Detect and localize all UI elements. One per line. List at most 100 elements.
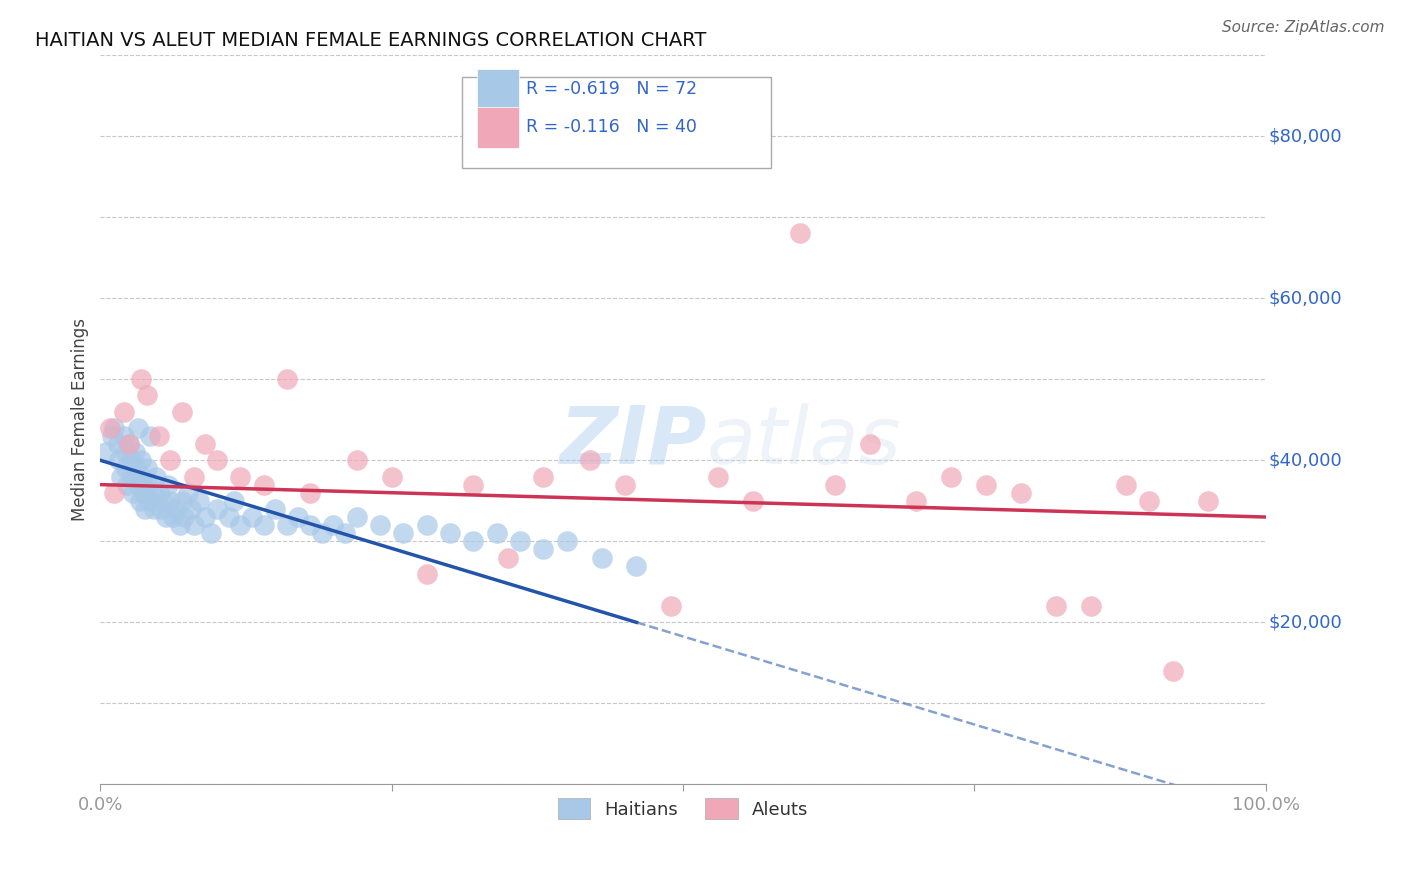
FancyBboxPatch shape bbox=[477, 69, 519, 110]
Point bbox=[1115, 477, 1137, 491]
Point bbox=[128, 477, 150, 491]
Point bbox=[205, 453, 228, 467]
Text: ZIP: ZIP bbox=[560, 402, 706, 481]
Point bbox=[173, 510, 195, 524]
Point bbox=[120, 453, 142, 467]
Point bbox=[205, 502, 228, 516]
Point bbox=[115, 477, 138, 491]
Point bbox=[155, 510, 177, 524]
Point bbox=[183, 469, 205, 483]
Point bbox=[591, 550, 613, 565]
Point bbox=[555, 534, 578, 549]
Point bbox=[183, 518, 205, 533]
Point bbox=[149, 502, 172, 516]
Point bbox=[169, 518, 191, 533]
Point bbox=[136, 461, 159, 475]
Point bbox=[789, 227, 811, 241]
Point bbox=[121, 469, 143, 483]
Point bbox=[143, 502, 166, 516]
Point bbox=[114, 445, 136, 459]
Text: R = -0.116   N = 40: R = -0.116 N = 40 bbox=[526, 119, 696, 136]
Point bbox=[136, 477, 159, 491]
Point bbox=[531, 542, 554, 557]
Point bbox=[252, 477, 274, 491]
Point bbox=[101, 429, 124, 443]
Point bbox=[1161, 664, 1184, 678]
Point bbox=[138, 493, 160, 508]
Point bbox=[115, 461, 138, 475]
Text: Source: ZipAtlas.com: Source: ZipAtlas.com bbox=[1222, 20, 1385, 35]
Point bbox=[127, 421, 149, 435]
Point bbox=[509, 534, 531, 549]
Point bbox=[122, 485, 145, 500]
Point bbox=[170, 493, 193, 508]
Point bbox=[112, 429, 135, 443]
Point bbox=[139, 429, 162, 443]
Y-axis label: Median Female Earnings: Median Female Earnings bbox=[72, 318, 89, 521]
Point bbox=[96, 445, 118, 459]
Legend: Haitians, Aleuts: Haitians, Aleuts bbox=[550, 791, 815, 827]
Point bbox=[229, 469, 252, 483]
Point bbox=[162, 510, 184, 524]
Point bbox=[194, 510, 217, 524]
Point bbox=[132, 485, 155, 500]
Point bbox=[145, 469, 167, 483]
Point bbox=[415, 566, 437, 581]
Text: R = -0.619   N = 72: R = -0.619 N = 72 bbox=[526, 80, 697, 98]
Point bbox=[463, 534, 485, 549]
Point bbox=[346, 510, 368, 524]
Point bbox=[194, 437, 217, 451]
Point bbox=[129, 372, 152, 386]
Point bbox=[252, 518, 274, 533]
Point bbox=[134, 502, 156, 516]
Point bbox=[974, 477, 997, 491]
Point bbox=[108, 453, 131, 467]
Point bbox=[824, 477, 846, 491]
Point bbox=[118, 437, 141, 451]
Point bbox=[498, 550, 520, 565]
FancyBboxPatch shape bbox=[461, 77, 770, 169]
Point bbox=[125, 461, 148, 475]
Point bbox=[264, 502, 287, 516]
Point bbox=[188, 493, 211, 508]
Point bbox=[299, 518, 322, 533]
Text: $40,000: $40,000 bbox=[1268, 451, 1341, 469]
Point bbox=[118, 437, 141, 451]
Text: $60,000: $60,000 bbox=[1268, 289, 1341, 307]
Point bbox=[152, 493, 174, 508]
Point bbox=[218, 510, 240, 524]
Point bbox=[224, 493, 246, 508]
Point bbox=[276, 372, 298, 386]
Point bbox=[707, 469, 730, 483]
Point bbox=[165, 502, 187, 516]
Point bbox=[381, 469, 404, 483]
Point bbox=[142, 485, 165, 500]
Point bbox=[1045, 599, 1067, 614]
Point bbox=[1197, 493, 1219, 508]
Point bbox=[110, 469, 132, 483]
Point bbox=[1080, 599, 1102, 614]
Point bbox=[103, 485, 125, 500]
Point bbox=[905, 493, 928, 508]
Point bbox=[1137, 493, 1160, 508]
Point bbox=[742, 493, 765, 508]
Point bbox=[148, 485, 170, 500]
FancyBboxPatch shape bbox=[477, 107, 519, 148]
Point bbox=[131, 469, 153, 483]
Point bbox=[240, 510, 263, 524]
Text: HAITIAN VS ALEUT MEDIAN FEMALE EARNINGS CORRELATION CHART: HAITIAN VS ALEUT MEDIAN FEMALE EARNINGS … bbox=[35, 31, 707, 50]
Point bbox=[148, 429, 170, 443]
Point bbox=[392, 526, 415, 541]
Point bbox=[287, 510, 309, 524]
Point bbox=[124, 445, 146, 459]
Text: $20,000: $20,000 bbox=[1268, 614, 1341, 632]
Point bbox=[103, 421, 125, 435]
Point bbox=[200, 526, 222, 541]
Text: atlas: atlas bbox=[706, 402, 901, 481]
Point bbox=[661, 599, 683, 614]
Text: $80,000: $80,000 bbox=[1268, 128, 1341, 145]
Point bbox=[1010, 485, 1032, 500]
Point bbox=[129, 493, 152, 508]
Point bbox=[346, 453, 368, 467]
Point bbox=[579, 453, 602, 467]
